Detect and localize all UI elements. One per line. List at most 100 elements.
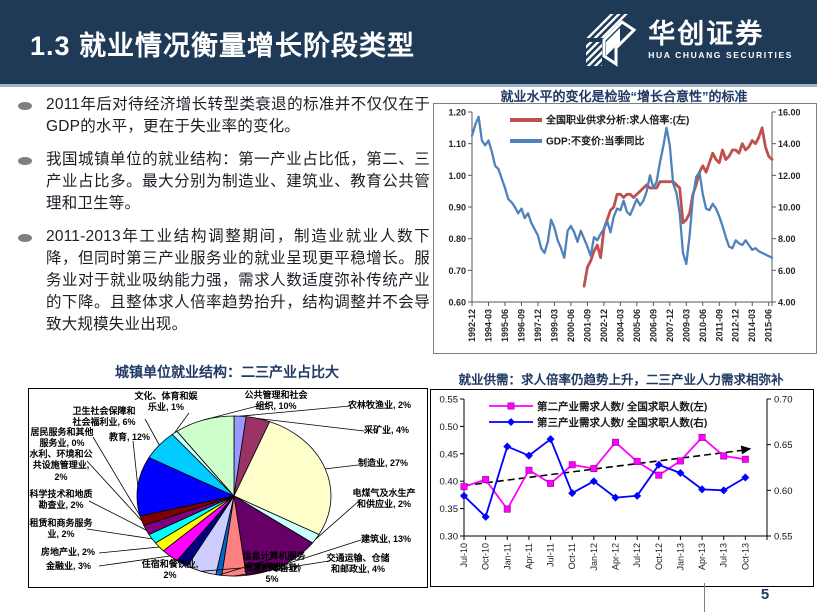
pie-slice-label: 电煤气及水生产和供应业, 2% — [352, 488, 416, 510]
diamond-marker — [481, 512, 490, 521]
pie-leader-line — [283, 539, 362, 566]
pie-slice — [233, 421, 332, 536]
x-tick-label: 1999-03 — [549, 309, 559, 342]
pie-slice-label: 农林牧渔业, 2% — [348, 400, 412, 410]
series-line — [463, 436, 746, 510]
pie-slice — [136, 456, 236, 517]
x-tick-label: 2009-03 — [681, 309, 691, 342]
pie-leader-line — [203, 402, 270, 421]
series-line — [582, 126, 774, 288]
left-tick-label: 1.00 — [448, 171, 466, 181]
x-tick-label: Apr-12 — [611, 543, 621, 570]
diamond-marker — [460, 491, 468, 500]
pie-leader-line — [98, 555, 170, 567]
trend-line — [463, 449, 742, 487]
pie-leader-line — [201, 567, 242, 572]
pie-leader-line — [92, 436, 141, 517]
pie-slice-label: 公共管理和社会组织, 10% — [244, 390, 308, 412]
square-marker — [741, 455, 749, 463]
pie-slice-label: 居民服务和其他服务业, 0% — [30, 427, 94, 449]
header-bar: 1.3 就业情况衡量增长阶段类型 华创证券 HUA CHUANG — [0, 0, 817, 87]
pie-leader-line — [258, 418, 365, 432]
square-marker — [568, 461, 576, 469]
pie-slice-label: 科学技术和地质勘查业, 2% — [29, 489, 93, 511]
square-marker — [676, 457, 684, 465]
diamond-marker — [654, 460, 663, 469]
line-chart-2: 0.55 0.50 0.45 0.40 0.35 0.30 0.70 0.65 0.60 0.55… — [440, 395, 793, 571]
pie-leader-line — [240, 405, 351, 417]
line-chart-2-panel: 0.55 0.50 0.45 0.40 0.35 0.30 0.70 0.65 0.60 0.55… — [430, 389, 814, 587]
bullet-dot-icon — [18, 102, 32, 110]
legend-label: GDP:不变价:当季同比 — [546, 135, 644, 148]
x-tick-label: Jul-11 — [546, 543, 556, 567]
left-tick-label: 0.70 — [448, 266, 466, 276]
x-tick-label: 2011-09 — [714, 309, 724, 342]
x-tick-label: 2002-12 — [599, 309, 609, 342]
legend-label: 第三产业需求人数/ 全国求职人数(右) — [537, 416, 707, 429]
bullet-dot-icon — [18, 157, 32, 165]
square-marker — [698, 433, 706, 441]
pie-chart — [86, 402, 365, 577]
right-tick-label: 16.00 — [778, 108, 801, 118]
legend-label: 全国职业供求分析:求人倍率:(左) — [545, 114, 689, 127]
pie-leader-line — [325, 464, 359, 470]
x-tick-label: Jul-12 — [632, 543, 642, 568]
logo-name-cn: 华创证券 — [648, 18, 765, 49]
pie-leader-line — [315, 500, 360, 540]
x-tick-label: 2012-12 — [731, 309, 741, 342]
pie-chart-panel: 农林牧渔业, 2% 采矿业, 4% 制造业, 27% 电煤气及水生产和供应业, 2% 建… — [28, 388, 428, 588]
pie-slice-label: 采矿业, 4% — [364, 425, 410, 435]
square-marker — [547, 479, 555, 487]
line-chart-1-title: 就业水平的变化是检验“增长合意性”的标准 — [500, 89, 748, 104]
bullet-text-1: 2011年后对待经济增长转型类衰退的标准并不仅仅在于GDP的水平，更在于失业率的… — [46, 96, 430, 135]
x-tick-label: Apr-11 — [524, 543, 534, 569]
right-tick-label: 12.00 — [778, 171, 801, 181]
square-marker — [503, 505, 511, 513]
line-chart-1-panel: 1.20 1.10 1.00 0.90 0.80 0.70 0.60 16.00 14.00 12… — [433, 103, 817, 354]
trend-arrow-icon — [740, 445, 752, 455]
pie-slice-label: 住宿和餐饮业, 2% — [141, 559, 199, 581]
square-marker — [655, 471, 663, 479]
legend-label: 第二产业需求人数/ 全国求职人数(左) — [537, 400, 707, 413]
diamond-marker — [633, 491, 642, 500]
x-tick-label: 2010-06 — [698, 309, 708, 342]
pie-labels-layer: 农林牧渔业, 2% 采矿业, 4% 制造业, 27% 电煤气及水生产和供应业, 2% 建… — [29, 389, 427, 587]
diamond-marker — [568, 489, 577, 498]
pie-leader-line — [98, 546, 160, 554]
left-tick-label: 0.80 — [448, 234, 466, 244]
x-tick-label: Jan-12 — [589, 543, 599, 571]
pie-leader-line — [132, 440, 139, 487]
x-tick-label: Oct-13 — [740, 543, 750, 570]
bullet-item: 2011年后对待经济增长转型类衰退的标准并不仅仅在于GDP的水平，更在于失业率的… — [16, 94, 430, 138]
square-marker — [482, 476, 490, 484]
pie-slice-label: 金融业, 3% — [46, 561, 92, 571]
right-tick-label: 8.00 — [778, 234, 796, 244]
diamond-marker — [524, 451, 533, 460]
diamond-marker — [546, 435, 555, 444]
pie-leader-line — [144, 418, 160, 446]
left-tick-label: 1.10 — [448, 139, 466, 149]
pie-leader-line — [86, 528, 153, 540]
x-tick-label: 2006-09 — [648, 309, 658, 342]
diamond-marker — [719, 486, 728, 495]
diamond-marker — [698, 485, 707, 494]
bullet-item: 我国城镇单位的就业结构：第一产业占比低，第二、三产业占比多。最大分别为制造业、建… — [16, 149, 430, 215]
left-tick-label: 0.55 — [440, 395, 459, 406]
pie-slice-label: 交通运输、仓储和邮政业, 4% — [326, 553, 390, 575]
right-tick-label: 10.00 — [778, 203, 801, 213]
pie-slice-label: 建筑业, 13% — [361, 534, 412, 544]
pie-chart-title: 城镇单位就业结构：二三产业占比大 — [115, 364, 339, 380]
x-tick-label: Jul-13 — [719, 543, 729, 568]
left-tick-label: 0.30 — [440, 532, 459, 543]
x-tick-label: 1995-06 — [500, 309, 510, 342]
x-tick-label: 1997-12 — [533, 309, 543, 342]
left-tick-label: 0.45 — [440, 449, 459, 460]
square-marker — [612, 438, 619, 446]
pie-slice-label: 水利、环境和公共设施管理业, 2% — [29, 449, 93, 482]
diamond-marker — [676, 468, 685, 477]
left-tick-label: 0.60 — [448, 298, 466, 308]
square-marker — [633, 458, 641, 465]
x-tick-label: 2004-03 — [615, 309, 625, 342]
x-tick-label: Oct-10 — [481, 543, 491, 570]
